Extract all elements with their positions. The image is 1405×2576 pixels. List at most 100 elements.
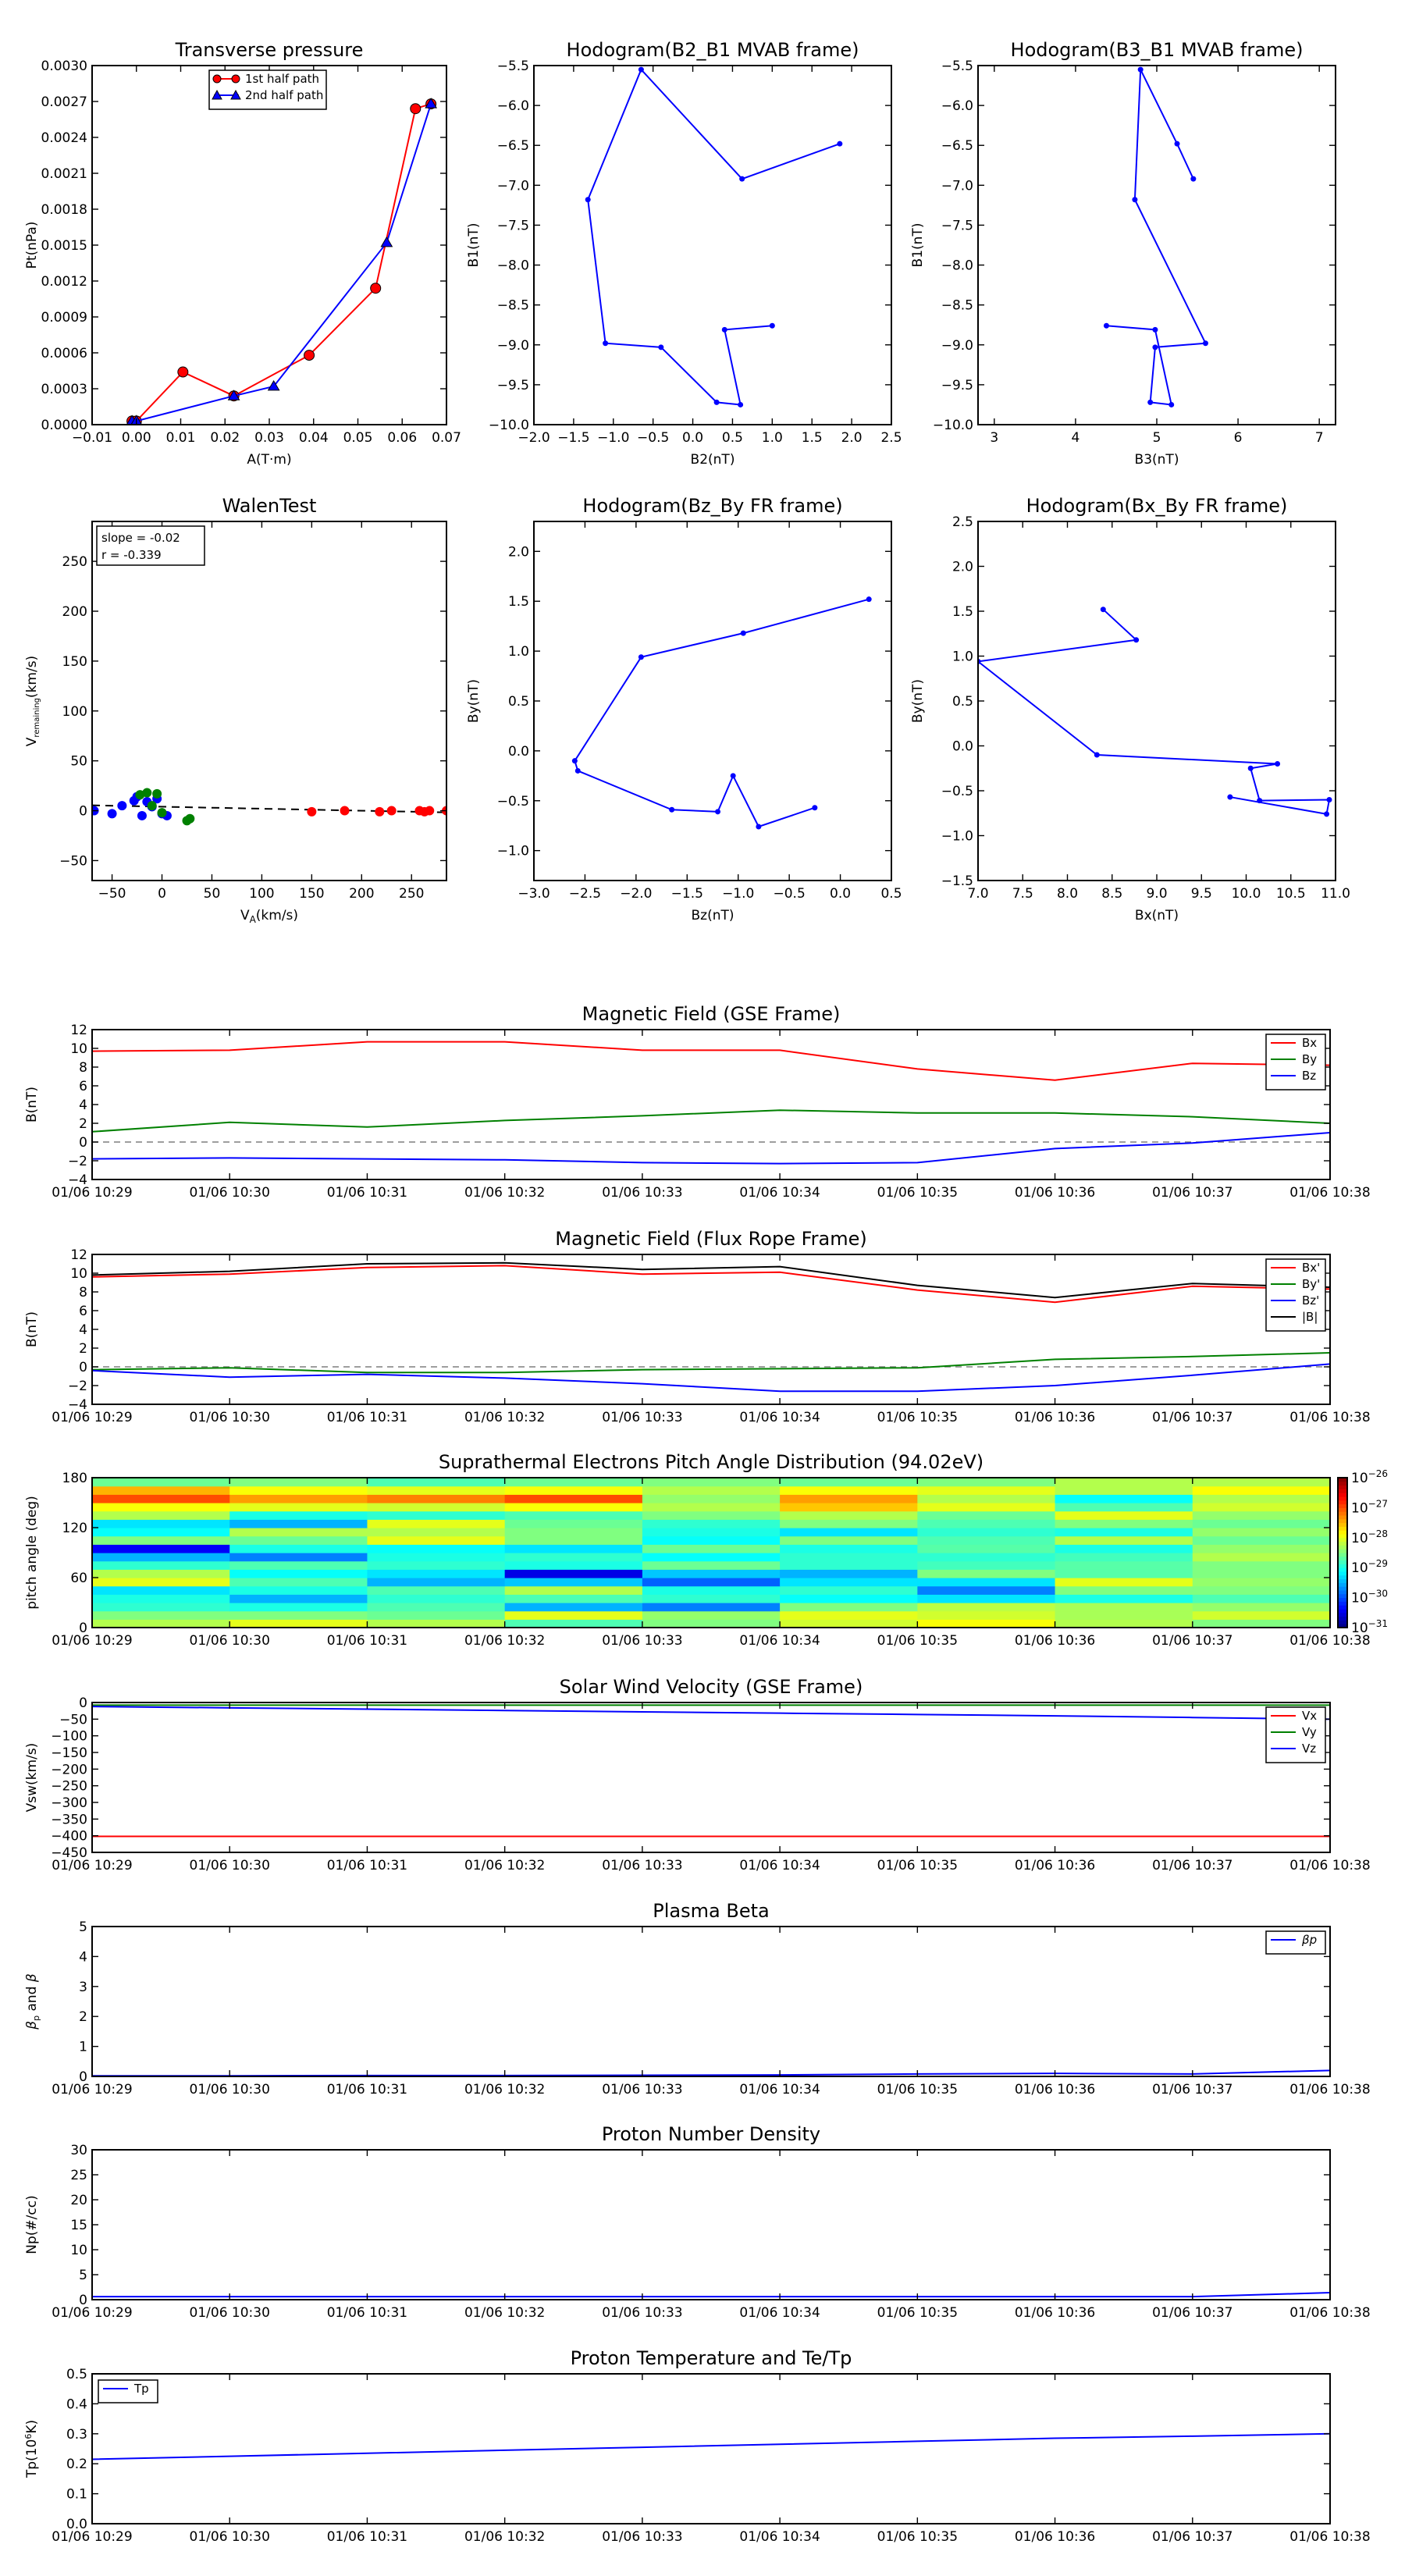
series-line	[132, 103, 432, 422]
annotation-text: slope = -0.02	[101, 531, 180, 545]
heatmap-cell	[504, 1619, 643, 1628]
heatmap-cell	[1055, 1528, 1193, 1537]
heatmap-cell	[92, 1553, 230, 1562]
chart-np: Proton Number Density 0 5 10 15 20 25 30 01/06 1…	[24, 2123, 1371, 2321]
colorbar-segment	[1338, 1601, 1347, 1606]
series-line	[92, 1261, 1330, 1299]
y-tick-label: 60	[70, 1571, 87, 1586]
x-tick-label: 01/06 10:38	[1289, 1410, 1370, 1425]
heatmap-cell	[642, 1478, 781, 1487]
y-axis-label: Pt(nPa)	[24, 222, 40, 269]
colorbar-segment	[1338, 1500, 1347, 1505]
y-tick-label: 2.5	[952, 514, 973, 530]
series-Tp	[92, 2432, 1330, 2460]
data-point	[304, 350, 315, 361]
chart-title: Hodogram(B3_B1 MVAB frame)	[1011, 39, 1304, 61]
series-Bz	[92, 1132, 1330, 1165]
colorbar-segment	[1338, 1485, 1347, 1489]
x-tick-label: 0.00	[122, 430, 151, 446]
x-tick-label: 0.06	[387, 430, 417, 446]
heatmap-cell	[367, 1560, 506, 1570]
x-tick-label: 01/06 10:38	[1289, 1633, 1370, 1649]
y-tick-label: 10	[70, 1041, 87, 1057]
heatmap-cell	[229, 1594, 368, 1603]
heatmap-cell	[917, 1610, 1056, 1620]
series-line	[92, 2069, 1330, 2076]
y-tick-label: −0.5	[497, 794, 529, 809]
heatmap-cell	[504, 1553, 643, 1562]
legend-label: βp	[1301, 1933, 1317, 1947]
data-point	[1100, 607, 1106, 613]
plot-area	[92, 1041, 1330, 1165]
colorbar-segment	[1338, 1616, 1347, 1621]
legend-label: Bz	[1302, 1069, 1316, 1083]
series-line	[92, 1041, 1330, 1081]
x-tick-label: 0.03	[254, 430, 284, 446]
colorbar-label: 10−27	[1351, 1498, 1388, 1516]
heatmap-cell	[1192, 1478, 1330, 1487]
x-tick-label: 01/06 10:30	[190, 1633, 270, 1649]
heatmap-cell	[780, 1535, 918, 1545]
axes-frame	[91, 2373, 1331, 2524]
heatmap-cell	[1192, 1535, 1330, 1545]
heatmap-cell	[92, 1578, 230, 1587]
heatmap-cell	[367, 1478, 506, 1487]
y-tick-label: 0.0	[508, 744, 529, 760]
y-tick-label: 6	[79, 1079, 87, 1094]
y-tick-label: 8	[79, 1285, 87, 1300]
data-point	[142, 788, 152, 798]
x-tick-label: 10.0	[1232, 886, 1261, 902]
heatmap-cell	[1055, 1519, 1193, 1528]
axes-frame	[977, 521, 1336, 881]
colorbar-segment	[1338, 1609, 1347, 1614]
data-point	[340, 806, 350, 816]
y-tick-label: 2.0	[508, 544, 529, 560]
legend-label: Vy	[1302, 1725, 1317, 1739]
x-tick-label: 01/06 10:35	[877, 2529, 958, 2545]
heatmap-cell	[92, 1619, 230, 1628]
y-tick-label: 0.0009	[41, 310, 87, 326]
plot-area	[571, 596, 872, 830]
y-tick-label: 4	[79, 1949, 87, 1965]
y-axis-label: B(nT)	[24, 1311, 40, 1347]
chart-title: Magnetic Field (GSE Frame)	[582, 1003, 841, 1025]
y-tick-label: 0.3	[66, 2427, 87, 2443]
plot-area	[92, 1261, 1330, 1393]
heatmap-cell	[504, 1528, 643, 1537]
x-tick-label: 01/06 10:31	[327, 1410, 407, 1425]
series-0	[571, 596, 872, 830]
annotation-box	[96, 525, 205, 566]
y-tick-label: −1.5	[941, 873, 973, 889]
y-tick-label: 250	[62, 554, 87, 570]
heatmap-cell	[1192, 1510, 1330, 1520]
heatmap-cell	[642, 1503, 781, 1512]
y-tick-label: 6	[79, 1304, 87, 1319]
plot-area	[92, 2432, 1330, 2460]
data-point	[585, 197, 591, 203]
x-tick-label: 01/06 10:32	[464, 1185, 545, 1201]
heatmap-cell	[780, 1569, 918, 1578]
y-axis-label: Vremaining(km/s)	[24, 656, 41, 746]
colorbar-segment	[1338, 1586, 1347, 1591]
heatmap-cell	[92, 1503, 230, 1512]
colorbar-segment	[1338, 1582, 1347, 1587]
chart-title: WalenTest	[222, 495, 317, 517]
y-tick-label: 120	[62, 1521, 87, 1536]
heatmap-cell	[367, 1603, 506, 1612]
x-tick-label: 01/06 10:34	[739, 2305, 820, 2321]
data-point	[307, 806, 317, 817]
heatmap-cell	[1192, 1610, 1330, 1620]
x-tick-label: 01/06 10:32	[464, 1410, 545, 1425]
data-point	[740, 630, 746, 636]
x-tick-label: 01/06 10:33	[602, 2305, 682, 2321]
x-tick-label: 01/06 10:34	[739, 1633, 820, 1649]
heatmap-cell	[642, 1528, 781, 1537]
plot-area	[92, 2292, 1330, 2298]
y-tick-label: −50	[59, 853, 87, 869]
data-point	[425, 98, 438, 109]
x-tick-label: 01/06 10:31	[327, 1633, 407, 1649]
data-point	[812, 805, 818, 811]
heatmap-cell	[367, 1503, 506, 1512]
x-tick-label: 0	[158, 886, 166, 902]
x-tick-label: 50	[204, 886, 221, 902]
